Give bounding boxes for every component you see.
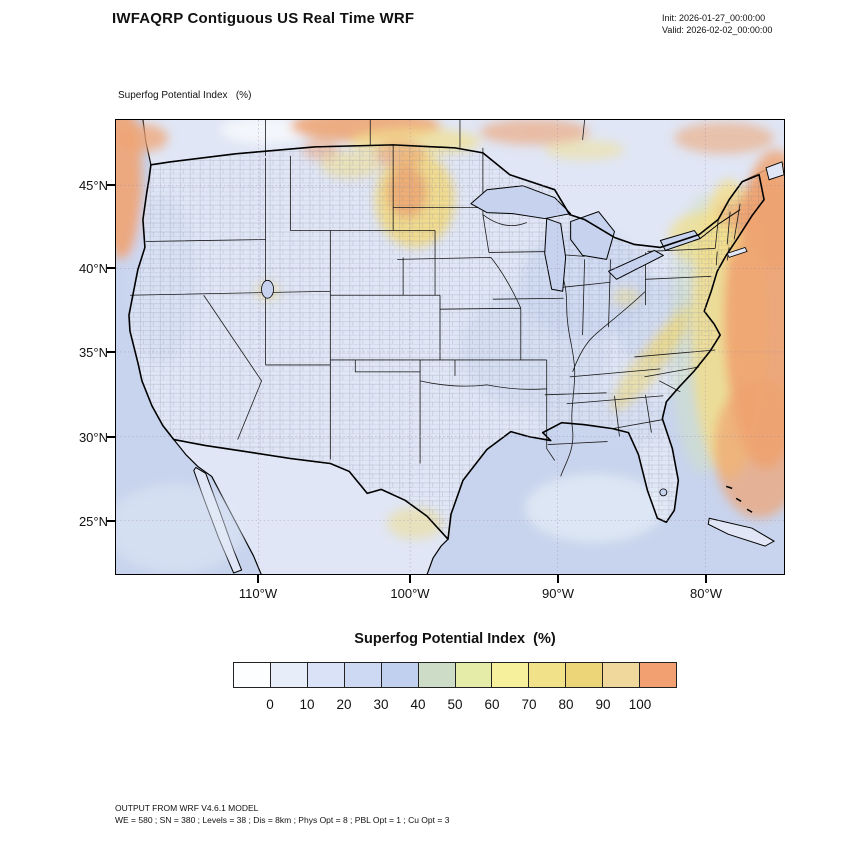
lon-tick	[705, 575, 707, 583]
bahamas	[725, 485, 753, 513]
model-run-info: Init: 2026-01-27_00:00:00 Valid: 2026-02…	[662, 12, 772, 36]
colorbar-box	[602, 662, 641, 688]
lat-label-25n: 25°N	[78, 514, 108, 529]
lon-label-80w: 80°W	[690, 586, 722, 601]
cuba	[707, 517, 776, 547]
colorbar-tick: 10	[299, 697, 315, 712]
lon-tick	[257, 575, 259, 583]
province-borders	[265, 120, 585, 156]
init-time: Init: 2026-01-27_00:00:00	[662, 13, 766, 23]
st-lawrence-river	[699, 209, 741, 239]
colorbar-tick: 20	[336, 697, 352, 712]
lake-erie	[608, 249, 664, 280]
valid-time: Valid: 2026-02-02_00:00:00	[662, 25, 773, 35]
colorbar-tick: 40	[410, 697, 426, 712]
lat-label-45n: 45°N	[78, 178, 108, 193]
lon-tick	[409, 575, 411, 583]
lon-label-110w: 110°W	[238, 586, 278, 601]
colorbar-tick: 70	[521, 697, 537, 712]
map-frame	[115, 119, 785, 575]
colorbar-box	[306, 662, 345, 688]
field-label: Superfog Potential Index (%)	[118, 90, 252, 101]
lat-tick	[107, 351, 115, 353]
footer-config-line: WE = 580 ; SN = 380 ; Levels = 38 ; Dis …	[115, 814, 450, 825]
colorbar-box	[417, 662, 456, 688]
colorbar-tick: 80	[558, 697, 574, 712]
colorbar	[233, 662, 678, 688]
long-island	[726, 246, 748, 258]
colorbar-tick: 90	[595, 697, 611, 712]
colorbar-box	[454, 662, 493, 688]
colorbar-tick: 30	[373, 697, 389, 712]
lat-tick	[107, 436, 115, 438]
colorbar-box	[233, 662, 271, 688]
colorbar-tick-labels: 0 10 20 30 40 50 60 70 80 90 100	[233, 697, 677, 715]
colorbar-box	[528, 662, 567, 688]
graticule	[116, 120, 784, 574]
lon-label-90w: 90°W	[542, 586, 574, 601]
lat-label-30n: 30°N	[78, 430, 108, 445]
lat-label-35n: 35°N	[78, 345, 108, 360]
lake-superior	[470, 185, 572, 220]
colorbar-title: Superfog Potential Index (%)	[354, 631, 556, 647]
colorbar-tick: 100	[628, 697, 652, 712]
state-borders	[129, 144, 741, 477]
colorbar-box	[343, 662, 382, 688]
colorbar-box	[491, 662, 530, 688]
colorbar-tick: 60	[484, 697, 500, 712]
great-salt-lake	[261, 279, 274, 299]
nova-scotia	[765, 161, 784, 181]
colorbar-box	[639, 662, 678, 688]
colorbar-tick: 50	[447, 697, 463, 712]
lat-label-40n: 40°N	[78, 261, 108, 276]
lon-label-100w: 100°W	[390, 586, 430, 601]
great-lakes	[470, 185, 701, 292]
lake-okeechobee	[659, 488, 668, 497]
lat-tick	[107, 184, 115, 186]
colorbar-box	[380, 662, 419, 688]
footer: OUTPUT FROM WRF V4.6.1 MODEL WE = 580 ; …	[115, 803, 449, 826]
lake-michigan	[544, 218, 567, 292]
colorbar-tick: 0	[266, 697, 274, 712]
colorbar-box	[565, 662, 604, 688]
colorbar-box	[269, 662, 308, 688]
lon-tick	[557, 575, 559, 583]
map-canvas	[116, 120, 784, 574]
lake-huron	[570, 211, 616, 260]
lat-tick	[107, 520, 115, 522]
page-title: IWFAQRP Contiguous US Real Time WRF	[112, 10, 415, 27]
footer-model-line: OUTPUT FROM WRF V4.6.1 MODEL	[115, 803, 259, 813]
lat-tick	[107, 267, 115, 269]
